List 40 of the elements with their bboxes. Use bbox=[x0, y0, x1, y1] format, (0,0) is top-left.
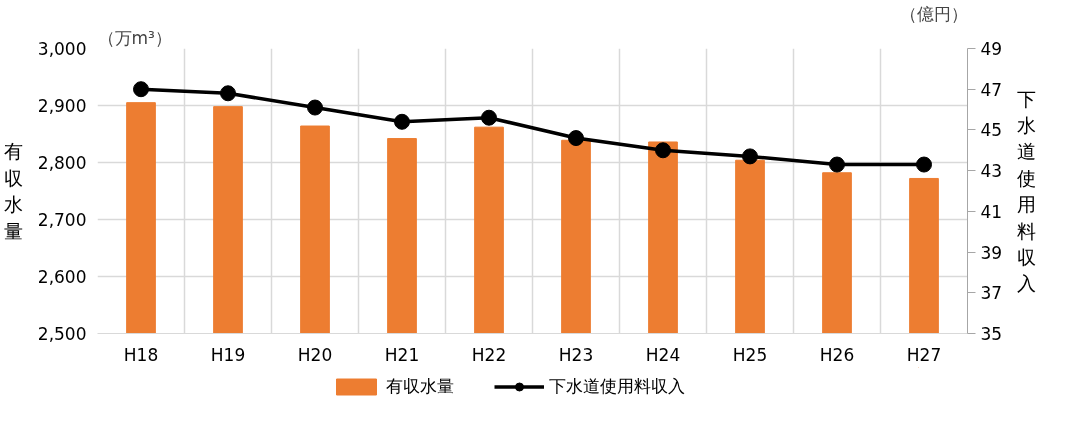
legend-label: 有収水量 bbox=[385, 374, 454, 398]
x-tick-label: H23 bbox=[558, 344, 594, 365]
y-tick-label: 3,000 bbox=[37, 39, 87, 59]
y2-tick-label: 43 bbox=[980, 161, 1003, 182]
point bbox=[133, 81, 149, 98]
x-tick-label: H24 bbox=[645, 344, 681, 365]
point bbox=[916, 156, 932, 173]
y-tick-label: 2,600 bbox=[37, 267, 87, 287]
point bbox=[829, 156, 845, 173]
point bbox=[394, 113, 410, 130]
x-tick-label: H27 bbox=[906, 344, 942, 365]
y-tick-label: 2,800 bbox=[37, 153, 87, 173]
y2-tick-label: 39 bbox=[980, 242, 1003, 263]
y-tick-label: 2,900 bbox=[37, 96, 87, 116]
x-tick-label: H22 bbox=[471, 344, 507, 365]
point bbox=[742, 148, 758, 165]
x-tick-label: H19 bbox=[210, 344, 246, 365]
y2-tick-label: 41 bbox=[980, 201, 1003, 222]
y-axis-title: 有収水量 bbox=[3, 140, 23, 242]
x-tick-label: H25 bbox=[732, 344, 768, 365]
point bbox=[220, 85, 236, 102]
legend-label: 下水道使用料収入 bbox=[548, 374, 685, 398]
y-tick-label: 2,500 bbox=[37, 324, 87, 344]
y2-tick-label: 49 bbox=[980, 39, 1003, 59]
y2-tick-label: 35 bbox=[980, 324, 1003, 344]
point bbox=[568, 130, 584, 147]
y2-axis-title: 下水道使用料収入 bbox=[1017, 87, 1037, 295]
y-tick-label: 2,700 bbox=[37, 210, 87, 230]
x-tick-label: H18 bbox=[123, 344, 159, 365]
x-tick-label: H20 bbox=[297, 344, 333, 365]
y2-tick-label: 37 bbox=[980, 283, 1003, 304]
point bbox=[655, 142, 671, 159]
x-tick-label: H21 bbox=[384, 344, 420, 365]
x-tick-label: H26 bbox=[819, 344, 855, 365]
text: （億円） bbox=[899, 3, 968, 24]
text: （万m³） bbox=[97, 27, 172, 48]
y2-tick-label: 45 bbox=[980, 120, 1003, 141]
y2-tick-label: 47 bbox=[980, 79, 1003, 100]
point bbox=[307, 99, 323, 116]
point bbox=[481, 109, 497, 126]
